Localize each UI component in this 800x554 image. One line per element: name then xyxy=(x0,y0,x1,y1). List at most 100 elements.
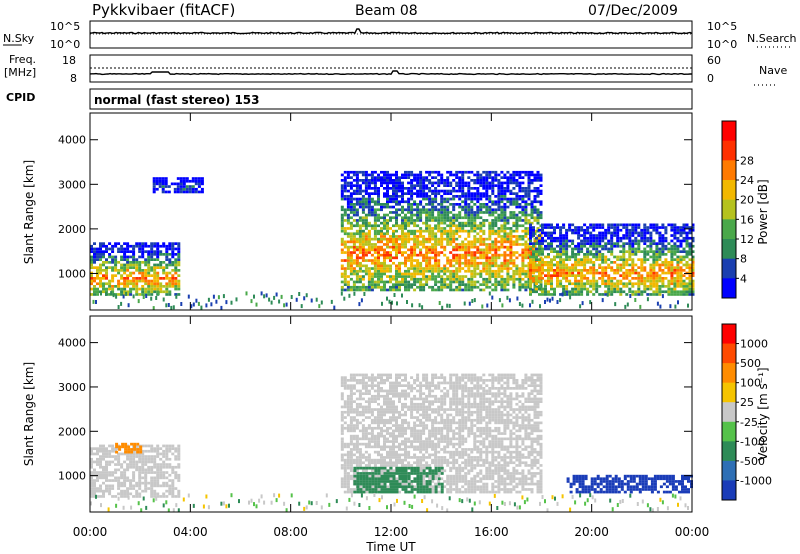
power-cell xyxy=(383,261,386,265)
power-cell xyxy=(168,290,172,294)
power-cell xyxy=(419,243,423,246)
power-cell xyxy=(515,243,519,246)
power-cell xyxy=(174,279,178,283)
power-cell xyxy=(449,285,453,289)
power-cell xyxy=(536,173,540,177)
nave-tick-bottom: 0 xyxy=(707,72,714,85)
velocity-cell xyxy=(355,413,359,417)
velocity-cell xyxy=(105,471,108,474)
velocity-cell xyxy=(355,381,359,385)
velocity-cell xyxy=(90,484,93,488)
power-cell xyxy=(373,275,377,278)
velocity-cell xyxy=(123,481,127,485)
velocity-cell xyxy=(364,416,368,419)
power-cell xyxy=(559,231,563,235)
power-cell xyxy=(446,189,450,193)
velocity-cell xyxy=(90,481,93,485)
power-cell xyxy=(664,261,668,264)
power-cell xyxy=(491,189,495,193)
power-cell xyxy=(559,234,563,237)
velocity-cell xyxy=(90,489,93,493)
power-cell xyxy=(416,240,420,244)
power-cell xyxy=(422,243,426,246)
power-cell xyxy=(346,170,350,174)
power-cell xyxy=(352,285,356,289)
power-cell xyxy=(355,176,359,179)
velocity-cell xyxy=(392,418,395,422)
power-cell xyxy=(364,189,368,193)
power-cell xyxy=(536,176,540,179)
power-cell xyxy=(539,211,543,214)
power-cell xyxy=(583,274,587,277)
power-cell xyxy=(535,277,538,280)
velocity-cell xyxy=(144,460,148,464)
power-cell xyxy=(485,192,489,195)
power-cell xyxy=(649,266,653,269)
power-cell xyxy=(416,219,420,222)
power-cell xyxy=(99,277,102,280)
power-cell xyxy=(132,277,136,280)
power-cell xyxy=(340,291,343,296)
power-cell xyxy=(401,283,404,286)
power-cell xyxy=(488,184,492,187)
power-cell xyxy=(485,264,489,268)
power-cell xyxy=(574,255,578,259)
power-cell xyxy=(159,282,163,286)
power-cell xyxy=(431,235,435,238)
power-cell xyxy=(283,303,286,308)
power-cell xyxy=(482,248,486,252)
power-cell xyxy=(401,280,404,284)
power-cell xyxy=(616,234,620,237)
power-cell xyxy=(458,267,462,270)
power-cell xyxy=(500,243,504,246)
power-cell xyxy=(425,277,429,281)
power-cell xyxy=(425,256,429,260)
power-cell xyxy=(373,189,377,193)
velocity-cell xyxy=(377,402,380,406)
velocity-cell xyxy=(352,448,356,451)
power-cell xyxy=(413,187,417,190)
power-cell xyxy=(601,298,604,303)
power-cell xyxy=(401,184,404,187)
power-cell xyxy=(380,245,383,249)
power-cell xyxy=(389,280,392,284)
power-cell xyxy=(413,275,417,278)
power-cell xyxy=(138,247,142,251)
velocity-cell xyxy=(373,394,377,398)
velocity-cell xyxy=(389,456,392,459)
velocity-cell xyxy=(349,405,353,409)
power-cell xyxy=(518,253,522,257)
power-cell xyxy=(416,195,420,198)
power-cell xyxy=(568,269,572,272)
power-cell xyxy=(437,213,441,217)
power-cell xyxy=(167,190,171,194)
power-cell xyxy=(380,267,383,270)
velocity-cell xyxy=(361,408,365,411)
power-cell xyxy=(135,282,139,286)
power-cell xyxy=(162,285,166,288)
power-cell xyxy=(392,184,395,187)
power-cell xyxy=(488,176,492,179)
power-cell xyxy=(658,277,662,280)
power-cell xyxy=(515,277,519,281)
power-cell xyxy=(521,187,525,190)
power-cell xyxy=(102,250,105,253)
power-cell xyxy=(482,261,486,265)
power-cell xyxy=(461,179,465,182)
power-cell xyxy=(452,197,456,201)
power-cell xyxy=(395,235,398,238)
velocity-cell xyxy=(153,455,157,458)
power-cell xyxy=(524,195,528,198)
power-cell xyxy=(637,285,641,288)
velocity-cell xyxy=(99,476,102,480)
power-cell xyxy=(141,274,145,277)
power-cell xyxy=(556,274,559,277)
velocity-cell xyxy=(117,460,121,464)
power-cell xyxy=(568,274,572,277)
power-cell xyxy=(559,293,563,296)
power-cell xyxy=(364,203,368,206)
power-cell xyxy=(349,269,353,273)
power-cell xyxy=(383,280,386,284)
power-cell xyxy=(428,179,432,182)
power-cell xyxy=(506,264,510,268)
